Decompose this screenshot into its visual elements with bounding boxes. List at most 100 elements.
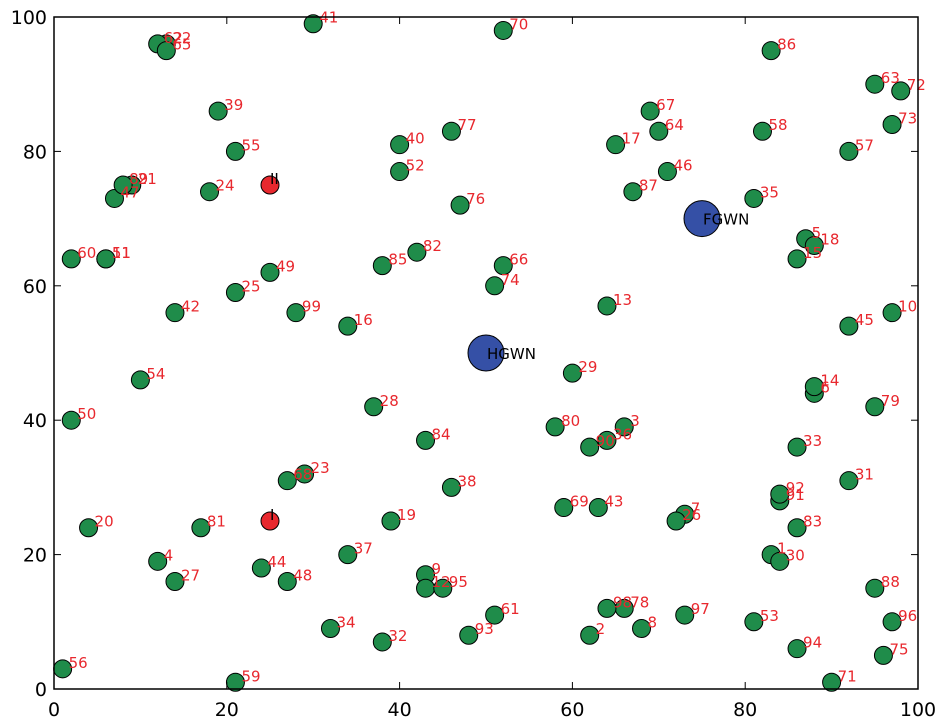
- data-point-label-7: 7: [691, 499, 701, 517]
- marked-point-i: [260, 511, 280, 531]
- data-point-68: [277, 471, 297, 491]
- data-point-label-40: 40: [406, 130, 425, 148]
- y-tick-label: 40: [23, 410, 47, 432]
- data-point-39: [208, 101, 228, 121]
- data-point-98: [597, 598, 617, 618]
- data-point-58: [752, 121, 772, 141]
- data-point-label-22: 22: [172, 29, 191, 47]
- data-point-77: [441, 121, 461, 141]
- data-point-37: [338, 545, 358, 565]
- data-point-label-58: 58: [768, 116, 787, 134]
- data-point-73: [882, 115, 902, 135]
- data-point-label-17: 17: [622, 130, 641, 148]
- data-point-97: [675, 605, 695, 625]
- data-point-label-2: 2: [596, 620, 606, 638]
- labels-layer: 1234567891011121314151617181920212223242…: [69, 9, 926, 686]
- data-point-64: [649, 121, 669, 141]
- data-point-label-89: 89: [129, 170, 148, 188]
- data-point-label-13: 13: [613, 291, 632, 309]
- data-point-90: [580, 437, 600, 457]
- data-point-8: [632, 619, 652, 639]
- data-point-41: [303, 14, 323, 34]
- data-point-label-23: 23: [311, 459, 330, 477]
- data-point-label-59: 59: [241, 667, 260, 685]
- data-point-label-8: 8: [648, 614, 658, 632]
- data-point-label-54: 54: [146, 365, 165, 383]
- data-point-10: [882, 303, 902, 323]
- data-point-label-20: 20: [95, 513, 114, 531]
- data-point-30: [770, 551, 790, 571]
- data-point-86: [761, 41, 781, 61]
- data-point-label-82: 82: [423, 237, 442, 255]
- data-point-label-47: 47: [120, 183, 139, 201]
- data-point-57: [839, 141, 859, 161]
- data-point-label-91: 91: [786, 486, 805, 504]
- hub-point-hgwn: [467, 334, 505, 372]
- data-point-49: [260, 262, 280, 282]
- data-point-label-74: 74: [501, 271, 520, 289]
- data-point-28: [364, 397, 384, 417]
- data-point-33: [787, 437, 807, 457]
- data-point-label-52: 52: [406, 157, 425, 175]
- data-point-67: [640, 101, 660, 121]
- data-point-44: [251, 558, 271, 578]
- points-layer: [53, 14, 911, 692]
- data-point-95: [433, 578, 453, 598]
- y-tick-label: 0: [35, 679, 47, 701]
- data-point-label-24: 24: [216, 177, 235, 195]
- data-point-16: [338, 316, 358, 336]
- data-point-label-3: 3: [630, 412, 640, 430]
- data-point-34: [320, 619, 340, 639]
- data-point-74: [485, 276, 505, 296]
- data-point-46: [657, 162, 677, 182]
- data-point-38: [441, 477, 461, 497]
- data-point-71: [822, 672, 842, 692]
- x-tick-label: 20: [215, 699, 239, 721]
- data-point-55: [225, 141, 245, 161]
- x-tick-label: 60: [560, 699, 584, 721]
- data-point-label-1: 1: [777, 540, 787, 558]
- data-point-83: [787, 518, 807, 538]
- data-point-label-15: 15: [803, 244, 822, 262]
- data-point-label-21: 21: [138, 170, 157, 188]
- data-point-label-18: 18: [820, 230, 839, 248]
- y-tick-label: 100: [11, 7, 47, 29]
- data-point-23: [295, 464, 315, 484]
- data-point-label-70: 70: [509, 15, 528, 33]
- data-point-label-67: 67: [656, 96, 675, 114]
- data-point-label-92: 92: [786, 479, 805, 497]
- data-point-51: [96, 249, 116, 269]
- data-point-label-27: 27: [181, 566, 200, 584]
- data-point-label-5: 5: [812, 224, 822, 242]
- data-point-label-36: 36: [613, 425, 632, 443]
- data-point-14: [804, 377, 824, 397]
- data-point-label-12: 12: [432, 573, 451, 591]
- data-point-13: [597, 296, 617, 316]
- data-point-87: [623, 182, 643, 202]
- data-point-85: [372, 256, 392, 276]
- data-point-label-34: 34: [336, 614, 355, 632]
- data-point-19: [381, 511, 401, 531]
- data-point-label-4: 4: [164, 546, 174, 564]
- data-point-75: [873, 645, 893, 665]
- data-point-label-83: 83: [803, 513, 822, 531]
- data-point-label-63: 63: [881, 69, 900, 87]
- data-point-52: [390, 162, 410, 182]
- data-point-label-90: 90: [596, 432, 615, 450]
- data-point-label-50: 50: [77, 405, 96, 423]
- hub-point-label-fgwn: FGWN: [703, 211, 749, 229]
- data-point-99: [286, 303, 306, 323]
- data-point-label-96: 96: [898, 607, 917, 625]
- x-tick-label: 100: [900, 699, 936, 721]
- data-point-label-95: 95: [449, 573, 468, 591]
- data-point-label-71: 71: [838, 667, 857, 685]
- data-point-25: [225, 283, 245, 303]
- data-point-label-44: 44: [267, 553, 286, 571]
- x-tick-label: 40: [388, 699, 412, 721]
- data-point-label-32: 32: [388, 627, 407, 645]
- data-point-label-26: 26: [682, 506, 701, 524]
- ticks-layer: 0 20 40 60 80 100 0 20 40 60 80 100: [11, 7, 936, 721]
- data-point-label-33: 33: [803, 432, 822, 450]
- data-point-88: [865, 578, 885, 598]
